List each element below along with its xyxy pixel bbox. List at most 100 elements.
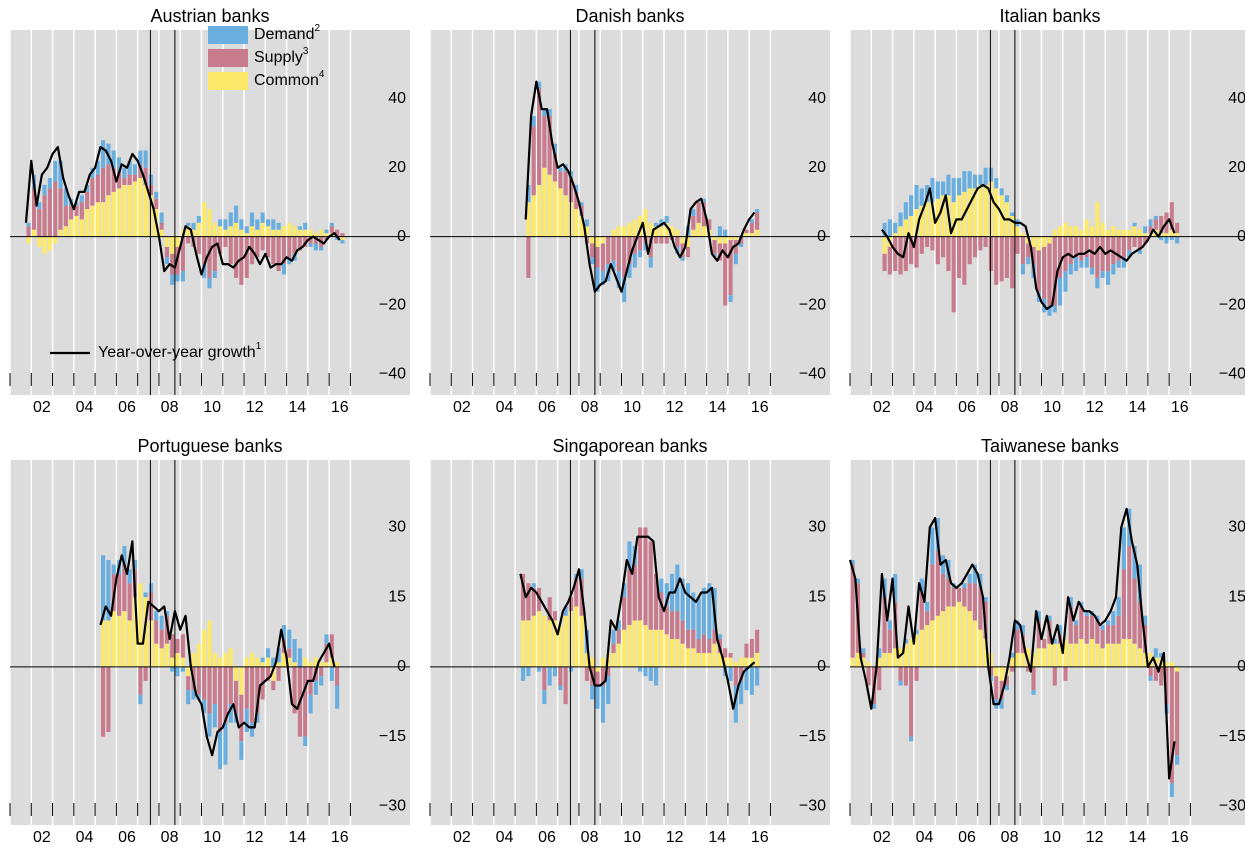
bar-segment: [552, 611, 558, 621]
bar-segment: [728, 240, 733, 296]
bar-segment: [1084, 615, 1089, 644]
y-tick-label: −15: [379, 728, 406, 745]
bar-segment: [930, 564, 935, 621]
bar-segment: [552, 143, 558, 154]
bar-segment: [701, 634, 706, 653]
bar-segment: [1020, 264, 1025, 275]
bar-segment: [212, 236, 217, 272]
bar-segment: [111, 167, 116, 192]
bar-segment: [691, 592, 696, 630]
bar-segment: [643, 527, 648, 626]
bar-segment: [1015, 652, 1020, 667]
bar-segment: [1063, 236, 1068, 272]
bar-segment: [1132, 546, 1137, 579]
bar-segment: [1084, 643, 1089, 667]
x-tick-label: 02: [873, 829, 891, 846]
bar-segment: [919, 188, 924, 206]
bar-segment: [1121, 257, 1126, 268]
bar-segment: [37, 236, 42, 247]
bar-segment: [154, 620, 159, 644]
bar-segment: [717, 634, 722, 640]
bar-segment: [255, 657, 260, 667]
bar-segment: [85, 184, 90, 192]
bar-segment: [95, 202, 100, 237]
bar-segment: [526, 666, 531, 677]
x-tick-label: 04: [916, 399, 934, 416]
bar-segment: [143, 150, 148, 168]
bar-segment: [1105, 643, 1111, 667]
bar-segment: [622, 597, 627, 630]
bar-segment: [616, 236, 621, 272]
bar-segment: [930, 620, 935, 667]
x-tick-label: 08: [161, 829, 179, 846]
bar-segment: [632, 564, 637, 621]
bar-segment: [611, 643, 616, 653]
bar-segment: [574, 191, 579, 210]
bar-segment: [728, 236, 733, 241]
bar-segment: [164, 643, 169, 667]
bar-segment: [914, 666, 919, 681]
bar-segment: [723, 236, 728, 244]
bar-segment: [319, 662, 324, 667]
bar-segment: [1036, 611, 1041, 621]
bar-segment: [547, 174, 552, 237]
bar-segment: [223, 236, 228, 247]
bar-segment: [1100, 629, 1105, 649]
bar-segment: [1052, 639, 1057, 644]
bar-segment: [271, 236, 276, 265]
bar-segment: [1132, 643, 1137, 667]
bar-segment: [1116, 236, 1121, 261]
y-tick-label: −30: [1219, 798, 1245, 815]
bar-segment: [919, 205, 924, 237]
bar-segment: [1095, 615, 1100, 621]
bar-segment: [733, 662, 738, 667]
bar-segment: [627, 222, 632, 237]
bar-segment: [1111, 625, 1116, 644]
bar-segment: [638, 527, 643, 621]
bar-segment: [994, 188, 999, 237]
bar-segment: [930, 527, 935, 565]
bar-segment: [1169, 229, 1174, 237]
bar-segment: [749, 233, 754, 237]
bar-segment: [563, 195, 568, 237]
y-tick-label: −40: [799, 366, 826, 383]
bar-segment: [967, 611, 972, 667]
bar-segment: [1121, 236, 1126, 258]
bar-segment: [898, 666, 903, 681]
bar-segment: [638, 620, 643, 667]
bar-segment: [903, 236, 908, 272]
bar-segment: [255, 219, 260, 230]
bar-segment: [53, 236, 58, 244]
bar-segment: [1121, 527, 1126, 570]
bar-segment: [893, 573, 898, 602]
bar-segment: [1074, 257, 1079, 272]
bar-segment: [175, 652, 180, 667]
bar-segment: [988, 236, 994, 272]
bar-segment: [962, 587, 967, 607]
bar-segment: [202, 202, 207, 237]
bar-segment: [951, 236, 956, 313]
bar-segment: [234, 236, 239, 278]
bar-segment: [728, 657, 733, 667]
bar-segment: [616, 271, 621, 289]
bar-segment: [1004, 236, 1009, 278]
bar-segment: [1105, 625, 1111, 644]
bar-segment: [1079, 606, 1084, 640]
x-tick-label: 10: [623, 829, 641, 846]
bar-segment: [1047, 243, 1052, 306]
bar-segment: [1047, 643, 1052, 667]
bar-segment: [271, 229, 276, 237]
bar-segment: [733, 240, 738, 254]
x-tick-label: 10: [203, 829, 221, 846]
bar-segment: [313, 233, 318, 237]
bar-segment: [292, 236, 297, 254]
bar-segment: [595, 246, 600, 268]
bar-segment: [132, 559, 138, 570]
bar-segment: [919, 629, 924, 667]
bar-segment: [935, 615, 940, 667]
bar-segment: [574, 578, 579, 607]
bar-segment: [47, 178, 52, 189]
bar-segment: [755, 212, 760, 230]
bar-segment: [882, 222, 887, 237]
bar-segment: [138, 178, 143, 237]
